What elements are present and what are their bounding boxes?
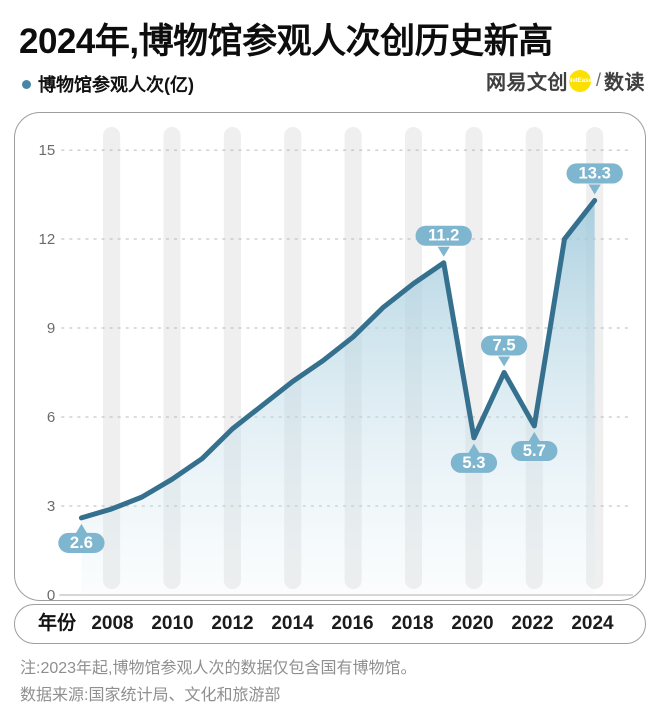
netease-badge-icon: NetEase	[568, 69, 592, 92]
x-axis-title: 年份	[37, 613, 77, 634]
netease-wenchuang-logo: 网易文创 NetEase / 数读	[486, 66, 645, 95]
y-tick-label: 3	[47, 498, 55, 515]
pill-bg	[58, 532, 105, 553]
brand-separator: /	[595, 70, 601, 90]
area-fill	[81, 200, 595, 595]
pill-bg	[415, 225, 472, 246]
x-axis-pill: 年份 2008 2010 2012 2014 2016 2018 2020 2022 2024	[14, 604, 646, 644]
legend-label: 博物馆参观人次(亿)	[38, 75, 194, 95]
brand-name: 网易文创	[485, 72, 568, 94]
legend-dot-icon	[22, 79, 31, 89]
footnote-line: 数据来源:国家统计局、文化和旅游部	[20, 687, 281, 704]
data-label-value: 11.2	[428, 226, 459, 245]
pill-pointer-icon	[467, 443, 480, 454]
brand-product-name: 数读	[604, 72, 645, 94]
y-tick-label: 12	[38, 231, 55, 248]
pill-bg	[511, 440, 558, 461]
chart-card: 0 3 6 9 12 15 2.6 11.2 5.3 7.5 5.7 13.3	[14, 112, 646, 601]
pill-pointer-icon	[437, 246, 450, 257]
pill-pointer-icon	[528, 431, 541, 442]
data-label-pill: 11.2	[415, 225, 472, 257]
x-tick-label: 2018	[391, 613, 434, 634]
chart-svg: 0 3 6 9 12 15 2.6 11.2 5.3 7.5 5.7 13.3	[38, 127, 633, 600]
y-tick-label: 15	[38, 142, 55, 159]
y-tick-label: 0	[47, 587, 55, 600]
background-bar	[103, 127, 121, 589]
x-tick-label: 2010	[151, 613, 194, 634]
data-label-pill: 13.3	[566, 163, 623, 195]
data-label-value: 5.3	[462, 453, 485, 472]
x-tick-label: 2024	[571, 613, 614, 634]
pill-pointer-icon	[498, 356, 511, 367]
y-tick-label: 6	[47, 409, 55, 426]
data-label-value: 13.3	[579, 163, 611, 182]
data-label-pill: 5.7	[511, 431, 558, 461]
line-series	[78, 197, 598, 521]
x-tick-label: 2014	[271, 613, 314, 634]
x-tick-label: 2012	[211, 613, 254, 634]
footnote-line: 注:2023年起,博物馆参观人次的数据仅包含国有博物馆。	[20, 660, 417, 677]
data-label-value: 2.6	[70, 533, 93, 552]
data-label-value: 5.7	[523, 441, 546, 460]
footnotes: 注:2023年起,博物馆参观人次的数据仅包含国有博物馆。 数据来源:国家统计局、…	[20, 655, 417, 709]
pill-bg	[480, 335, 528, 356]
x-tick-label: 2022	[511, 613, 554, 634]
data-label-pill: 5.3	[450, 443, 498, 473]
pill-bg	[566, 163, 623, 184]
y-tick-label: 9	[47, 320, 55, 337]
legend: 博物馆参观人次(亿)	[22, 71, 194, 97]
pill-bg	[450, 452, 498, 473]
pill-pointer-icon	[588, 184, 601, 195]
x-tick-label: 2008	[91, 613, 134, 634]
x-tick-label: 2020	[451, 613, 494, 634]
data-label-pill: 7.5	[480, 335, 528, 367]
pill-pointer-icon	[75, 523, 88, 534]
data-label-value: 7.5	[493, 336, 516, 355]
x-tick-label: 2016	[331, 613, 374, 634]
page-title: 2024年,博物馆参观人次创历史新高	[19, 22, 553, 61]
data-label-pill: 2.6	[58, 523, 105, 553]
